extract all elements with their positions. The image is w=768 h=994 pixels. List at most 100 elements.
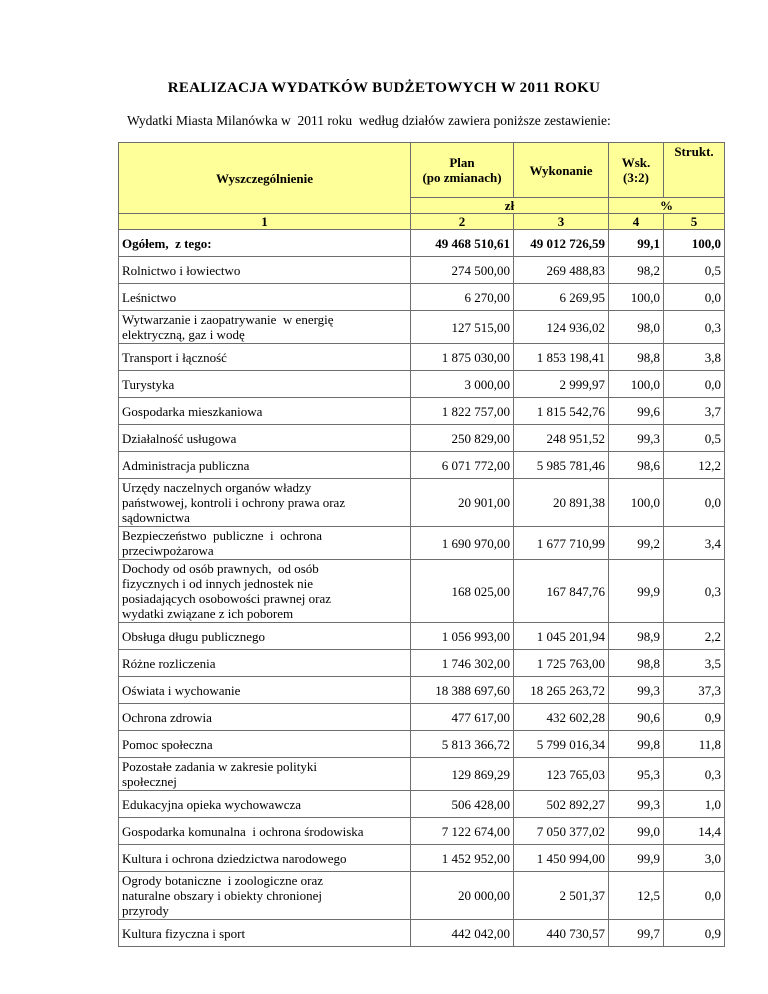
row-label: Ogrody botaniczne i zoologiczne oraz nat… bbox=[118, 871, 411, 920]
row-strukt-value: 14,4 bbox=[663, 817, 725, 845]
row-strukt-value: 0,3 bbox=[663, 559, 725, 623]
row-label: Ogółem, z tego: bbox=[118, 229, 411, 257]
row-label: Gospodarka komunalna i ochrona środowisk… bbox=[118, 817, 411, 845]
row-label: Działalność usługowa bbox=[118, 424, 411, 452]
row-plan-value: 127 515,00 bbox=[410, 310, 514, 344]
table-row: Kultura i ochrona dziedzictwa narodowego… bbox=[118, 844, 725, 872]
row-label: Pozostałe zadania w zakresie polityki sp… bbox=[118, 757, 411, 791]
row-label: Obsługa długu publicznego bbox=[118, 622, 411, 650]
row-wsk-value: 99,6 bbox=[608, 397, 664, 425]
row-wsk-value: 98,8 bbox=[608, 343, 664, 371]
row-label: Kultura fizyczna i sport bbox=[118, 919, 411, 947]
row-wykonanie-value: 432 602,28 bbox=[513, 703, 609, 731]
row-wykonanie-value: 1 815 542,76 bbox=[513, 397, 609, 425]
header-row-numbers: 1 2 3 4 5 bbox=[118, 213, 725, 230]
row-strukt-value: 0,0 bbox=[663, 370, 725, 398]
unit-zl: zł bbox=[410, 197, 609, 214]
row-plan-value: 1 746 302,00 bbox=[410, 649, 514, 677]
row-plan-value: 168 025,00 bbox=[410, 559, 514, 623]
row-wykonanie-value: 269 488,83 bbox=[513, 256, 609, 284]
row-label: Bezpieczeństwo publiczne i ochrona przec… bbox=[118, 526, 411, 560]
unit-percent: % bbox=[608, 197, 725, 214]
row-wsk-value: 99,8 bbox=[608, 730, 664, 758]
table-row: Gospodarka komunalna i ochrona środowisk… bbox=[118, 817, 725, 845]
row-wsk-value: 98,8 bbox=[608, 649, 664, 677]
table-row: Gospodarka mieszkaniowa 1 822 757,00 1 8… bbox=[118, 397, 725, 425]
row-plan-value: 274 500,00 bbox=[410, 256, 514, 284]
header-row-main: Wyszczególnienie Plan (po zmianach) Wyko… bbox=[118, 142, 725, 214]
row-plan-value: 506 428,00 bbox=[410, 790, 514, 818]
colnum-5: 5 bbox=[663, 213, 725, 230]
row-wykonanie-value: 49 012 726,59 bbox=[513, 229, 609, 257]
row-plan-value: 6 071 772,00 bbox=[410, 451, 514, 479]
row-strukt-value: 0,0 bbox=[663, 871, 725, 920]
row-plan-value: 1 822 757,00 bbox=[410, 397, 514, 425]
row-wykonanie-value: 440 730,57 bbox=[513, 919, 609, 947]
row-wykonanie-value: 5 799 016,34 bbox=[513, 730, 609, 758]
row-wykonanie-value: 124 936,02 bbox=[513, 310, 609, 344]
row-wykonanie-value: 5 985 781,46 bbox=[513, 451, 609, 479]
header-plan: Plan (po zmianach) bbox=[410, 142, 514, 198]
row-strukt-value: 3,0 bbox=[663, 844, 725, 872]
row-wykonanie-value: 248 951,52 bbox=[513, 424, 609, 452]
row-strukt-value: 100,0 bbox=[663, 229, 725, 257]
table-row: Administracja publiczna 6 071 772,00 5 9… bbox=[118, 451, 725, 479]
row-wsk-value: 98,6 bbox=[608, 451, 664, 479]
row-plan-value: 5 813 366,72 bbox=[410, 730, 514, 758]
row-label: Ochrona zdrowia bbox=[118, 703, 411, 731]
row-plan-value: 442 042,00 bbox=[410, 919, 514, 947]
row-plan-value: 20 000,00 bbox=[410, 871, 514, 920]
row-plan-value: 3 000,00 bbox=[410, 370, 514, 398]
row-wsk-value: 99,9 bbox=[608, 844, 664, 872]
table-row: Transport i łączność 1 875 030,00 1 853 … bbox=[118, 343, 725, 371]
row-strukt-value: 0,3 bbox=[663, 757, 725, 791]
row-label: Urzędy naczelnych organów władzy państwo… bbox=[118, 478, 411, 527]
row-strukt-value: 12,2 bbox=[663, 451, 725, 479]
header-wsk: Wsk. (3:2) bbox=[608, 142, 664, 198]
row-wykonanie-value: 7 050 377,02 bbox=[513, 817, 609, 845]
row-wsk-value: 98,0 bbox=[608, 310, 664, 344]
header-row-units: zł % bbox=[119, 197, 725, 214]
colnum-2: 2 bbox=[410, 213, 514, 230]
row-plan-value: 477 617,00 bbox=[410, 703, 514, 731]
colnum-1: 1 bbox=[118, 213, 411, 230]
table-row: Bezpieczeństwo publiczne i ochrona przec… bbox=[118, 526, 725, 560]
table-row: Oświata i wychowanie 18 388 697,60 18 26… bbox=[118, 676, 725, 704]
row-wykonanie-value: 1 725 763,00 bbox=[513, 649, 609, 677]
row-wsk-value: 98,2 bbox=[608, 256, 664, 284]
row-strukt-value: 0,9 bbox=[663, 703, 725, 731]
row-wsk-value: 99,3 bbox=[608, 424, 664, 452]
row-wsk-value: 99,0 bbox=[608, 817, 664, 845]
row-wsk-value: 100,0 bbox=[608, 370, 664, 398]
page-subtitle: Wydatki Miasta Milanówka w 2011 roku wed… bbox=[127, 113, 611, 128]
row-wsk-value: 98,9 bbox=[608, 622, 664, 650]
row-strukt-value: 3,8 bbox=[663, 343, 725, 371]
table-row: Dochody od osób prawnych, od osób fizycz… bbox=[118, 559, 725, 623]
row-wykonanie-value: 2 999,97 bbox=[513, 370, 609, 398]
page-title: REALIZACJA WYDATKÓW BUDŻETOWYCH W 2011 R… bbox=[167, 80, 601, 96]
row-strukt-value: 3,7 bbox=[663, 397, 725, 425]
row-wykonanie-value: 20 891,38 bbox=[513, 478, 609, 527]
budget-table: Wyszczególnienie Plan (po zmianach) Wyko… bbox=[118, 142, 725, 947]
table-row: Obsługa długu publicznego 1 056 993,00 1… bbox=[118, 622, 725, 650]
row-plan-value: 1 452 952,00 bbox=[410, 844, 514, 872]
row-wsk-value: 99,1 bbox=[608, 229, 664, 257]
row-wsk-value: 12,5 bbox=[608, 871, 664, 920]
table-row: Ochrona zdrowia 477 617,00 432 602,28 90… bbox=[118, 703, 725, 731]
row-label: Wytwarzanie i zaopatrywanie w energię el… bbox=[118, 310, 411, 344]
table-row: Pozostałe zadania w zakresie polityki sp… bbox=[118, 757, 725, 791]
table-row: Urzędy naczelnych organów władzy państwo… bbox=[118, 478, 725, 527]
row-plan-value: 250 829,00 bbox=[410, 424, 514, 452]
table-row: Ogrody botaniczne i zoologiczne oraz nat… bbox=[118, 871, 725, 920]
row-label: Leśnictwo bbox=[118, 283, 411, 311]
table-row: Wytwarzanie i zaopatrywanie w energię el… bbox=[118, 310, 725, 344]
row-wsk-value: 90,6 bbox=[608, 703, 664, 731]
row-plan-value: 1 875 030,00 bbox=[410, 343, 514, 371]
row-plan-value: 20 901,00 bbox=[410, 478, 514, 527]
table-row: Ogółem, z tego: 49 468 510,61 49 012 726… bbox=[118, 229, 725, 257]
row-wykonanie-value: 2 501,37 bbox=[513, 871, 609, 920]
colnum-4: 4 bbox=[608, 213, 664, 230]
table-header: Wyszczególnienie Plan (po zmianach) Wyko… bbox=[118, 142, 725, 230]
row-label: Gospodarka mieszkaniowa bbox=[118, 397, 411, 425]
row-wsk-value: 99,7 bbox=[608, 919, 664, 947]
